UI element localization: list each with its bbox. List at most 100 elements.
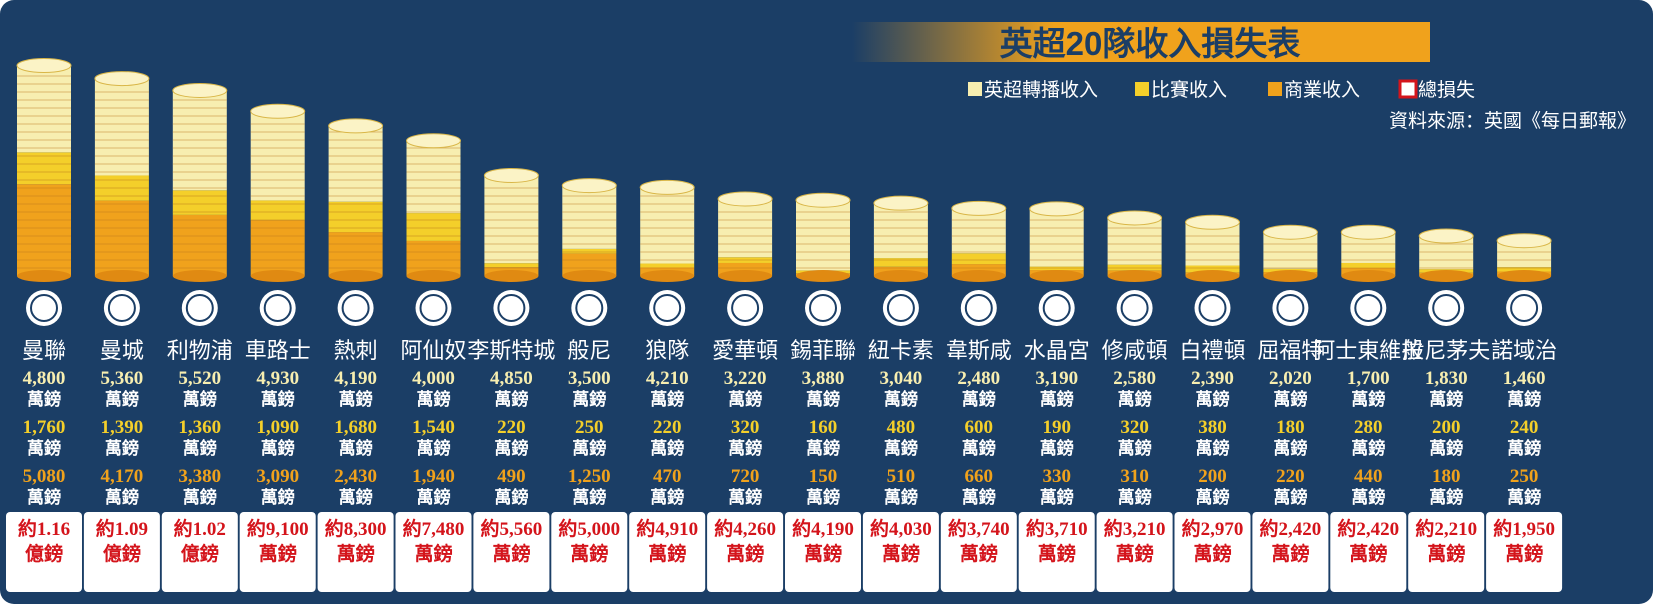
unit-label: 萬鎊 [183,438,217,458]
title-banner [852,22,1430,62]
coin-stack [795,192,851,282]
unit-label: 萬鎊 [105,438,139,458]
club-crest-inner [575,294,604,322]
matchday-value: 220 [653,417,682,438]
team-name: 愛華頓 [712,338,778,363]
legend-label-matchday: 比賽收入 [1151,79,1227,101]
total-loss-unit: 萬鎊 [960,542,998,565]
matchday-value: 180 [1276,417,1305,438]
coin-top [94,71,150,87]
matchday-value: 1,360 [178,417,221,438]
unit-label: 萬鎊 [1040,438,1074,458]
total-loss-value: 約1.16 [18,517,70,540]
total-loss-value: 約8,300 [325,517,387,540]
broadcast-value: 4,000 [412,368,455,389]
broadcast-value: 5,360 [101,368,144,389]
total-loss-value: 約7,480 [403,517,465,540]
total-loss-unit: 萬鎊 [1505,542,1543,565]
total-loss-value: 約2,420 [1337,517,1399,540]
coin-stack [406,133,461,282]
bar-broadcast [17,65,71,153]
team-name: 李斯特城 [467,338,555,363]
unit-label: 萬鎊 [1196,389,1230,409]
coin-top [1029,201,1085,217]
coin-top [172,82,228,98]
coin-base [1029,270,1084,282]
broadcast-value: 2,580 [1113,368,1156,389]
club-crest-inner [1276,294,1305,322]
bar-broadcast [406,140,461,214]
club-crest-inner [1432,294,1461,322]
unit-label: 萬鎊 [1196,487,1230,507]
unit-label: 萬鎊 [183,389,217,409]
loss-box [161,512,238,592]
unit-label: 萬鎊 [884,389,918,409]
broadcast-value: 4,930 [256,368,299,389]
matchday-value: 600 [965,417,994,438]
coin-top [16,58,72,74]
total-loss-value: 約5,560 [481,517,543,540]
total-loss-unit: 萬鎊 [1271,542,1309,565]
unit-label: 萬鎊 [339,487,373,507]
coin-base [718,270,773,282]
matchday-value: 480 [887,417,916,438]
legend-label-loss: 總損失 [1418,79,1475,101]
unit-label: 萬鎊 [261,389,295,409]
bar-matchday [718,257,773,263]
total-loss-value: 約5,000 [558,517,620,540]
bar-commercial [17,184,71,276]
bar-commercial [94,200,149,276]
matchday-value: 1,680 [334,417,377,438]
coin-stack [483,167,539,282]
unit-label: 萬鎊 [650,389,684,409]
coin-stack [1029,201,1085,282]
commercial-value: 220 [1276,466,1305,487]
coin-stack [951,200,1007,282]
club-crest-inner [419,294,448,322]
unit-label: 萬鎊 [1273,438,1307,458]
coin-top [561,178,617,194]
coin-base [640,270,695,282]
commercial-value: 5,080 [23,466,66,487]
unit-label: 萬鎊 [105,487,139,507]
unit-label: 萬鎊 [27,487,61,507]
total-loss-unit: 萬鎊 [492,542,530,565]
team-name: 曼聯 [22,338,66,363]
commercial-value: 660 [965,466,994,487]
bar-matchday [1029,266,1084,271]
legend-label-commercial: 商業收入 [1284,79,1360,101]
matchday-value: 190 [1042,417,1071,438]
legend-swatch-commercial [1268,82,1282,96]
coin-base [796,270,850,282]
loss-box [1174,512,1251,592]
coin-base [1185,270,1240,282]
coin-base [484,270,539,282]
coin-stack [172,82,228,282]
unit-label: 萬鎊 [417,389,451,409]
club-crest-inner [1198,294,1227,322]
unit-label: 萬鎊 [1273,389,1307,409]
unit-label: 萬鎊 [27,389,61,409]
bar-broadcast [1107,217,1162,265]
club-crest-inner [263,294,292,322]
team-name: 車路士 [245,338,311,363]
bar-matchday [1497,267,1552,272]
loss-box [629,512,706,592]
unit-label: 萬鎊 [183,487,217,507]
bar-commercial [250,220,305,276]
loss-box [1330,512,1407,592]
coin-base [1497,270,1552,282]
coin-top [639,179,695,195]
loss-box [1018,512,1095,592]
coin-base [1263,270,1318,282]
club-crest-inner [1354,294,1383,322]
total-loss-unit: 萬鎊 [648,542,686,565]
team-name: 狼隊 [645,338,689,363]
unit-label: 萬鎊 [728,389,762,409]
bar-broadcast [1029,208,1084,267]
